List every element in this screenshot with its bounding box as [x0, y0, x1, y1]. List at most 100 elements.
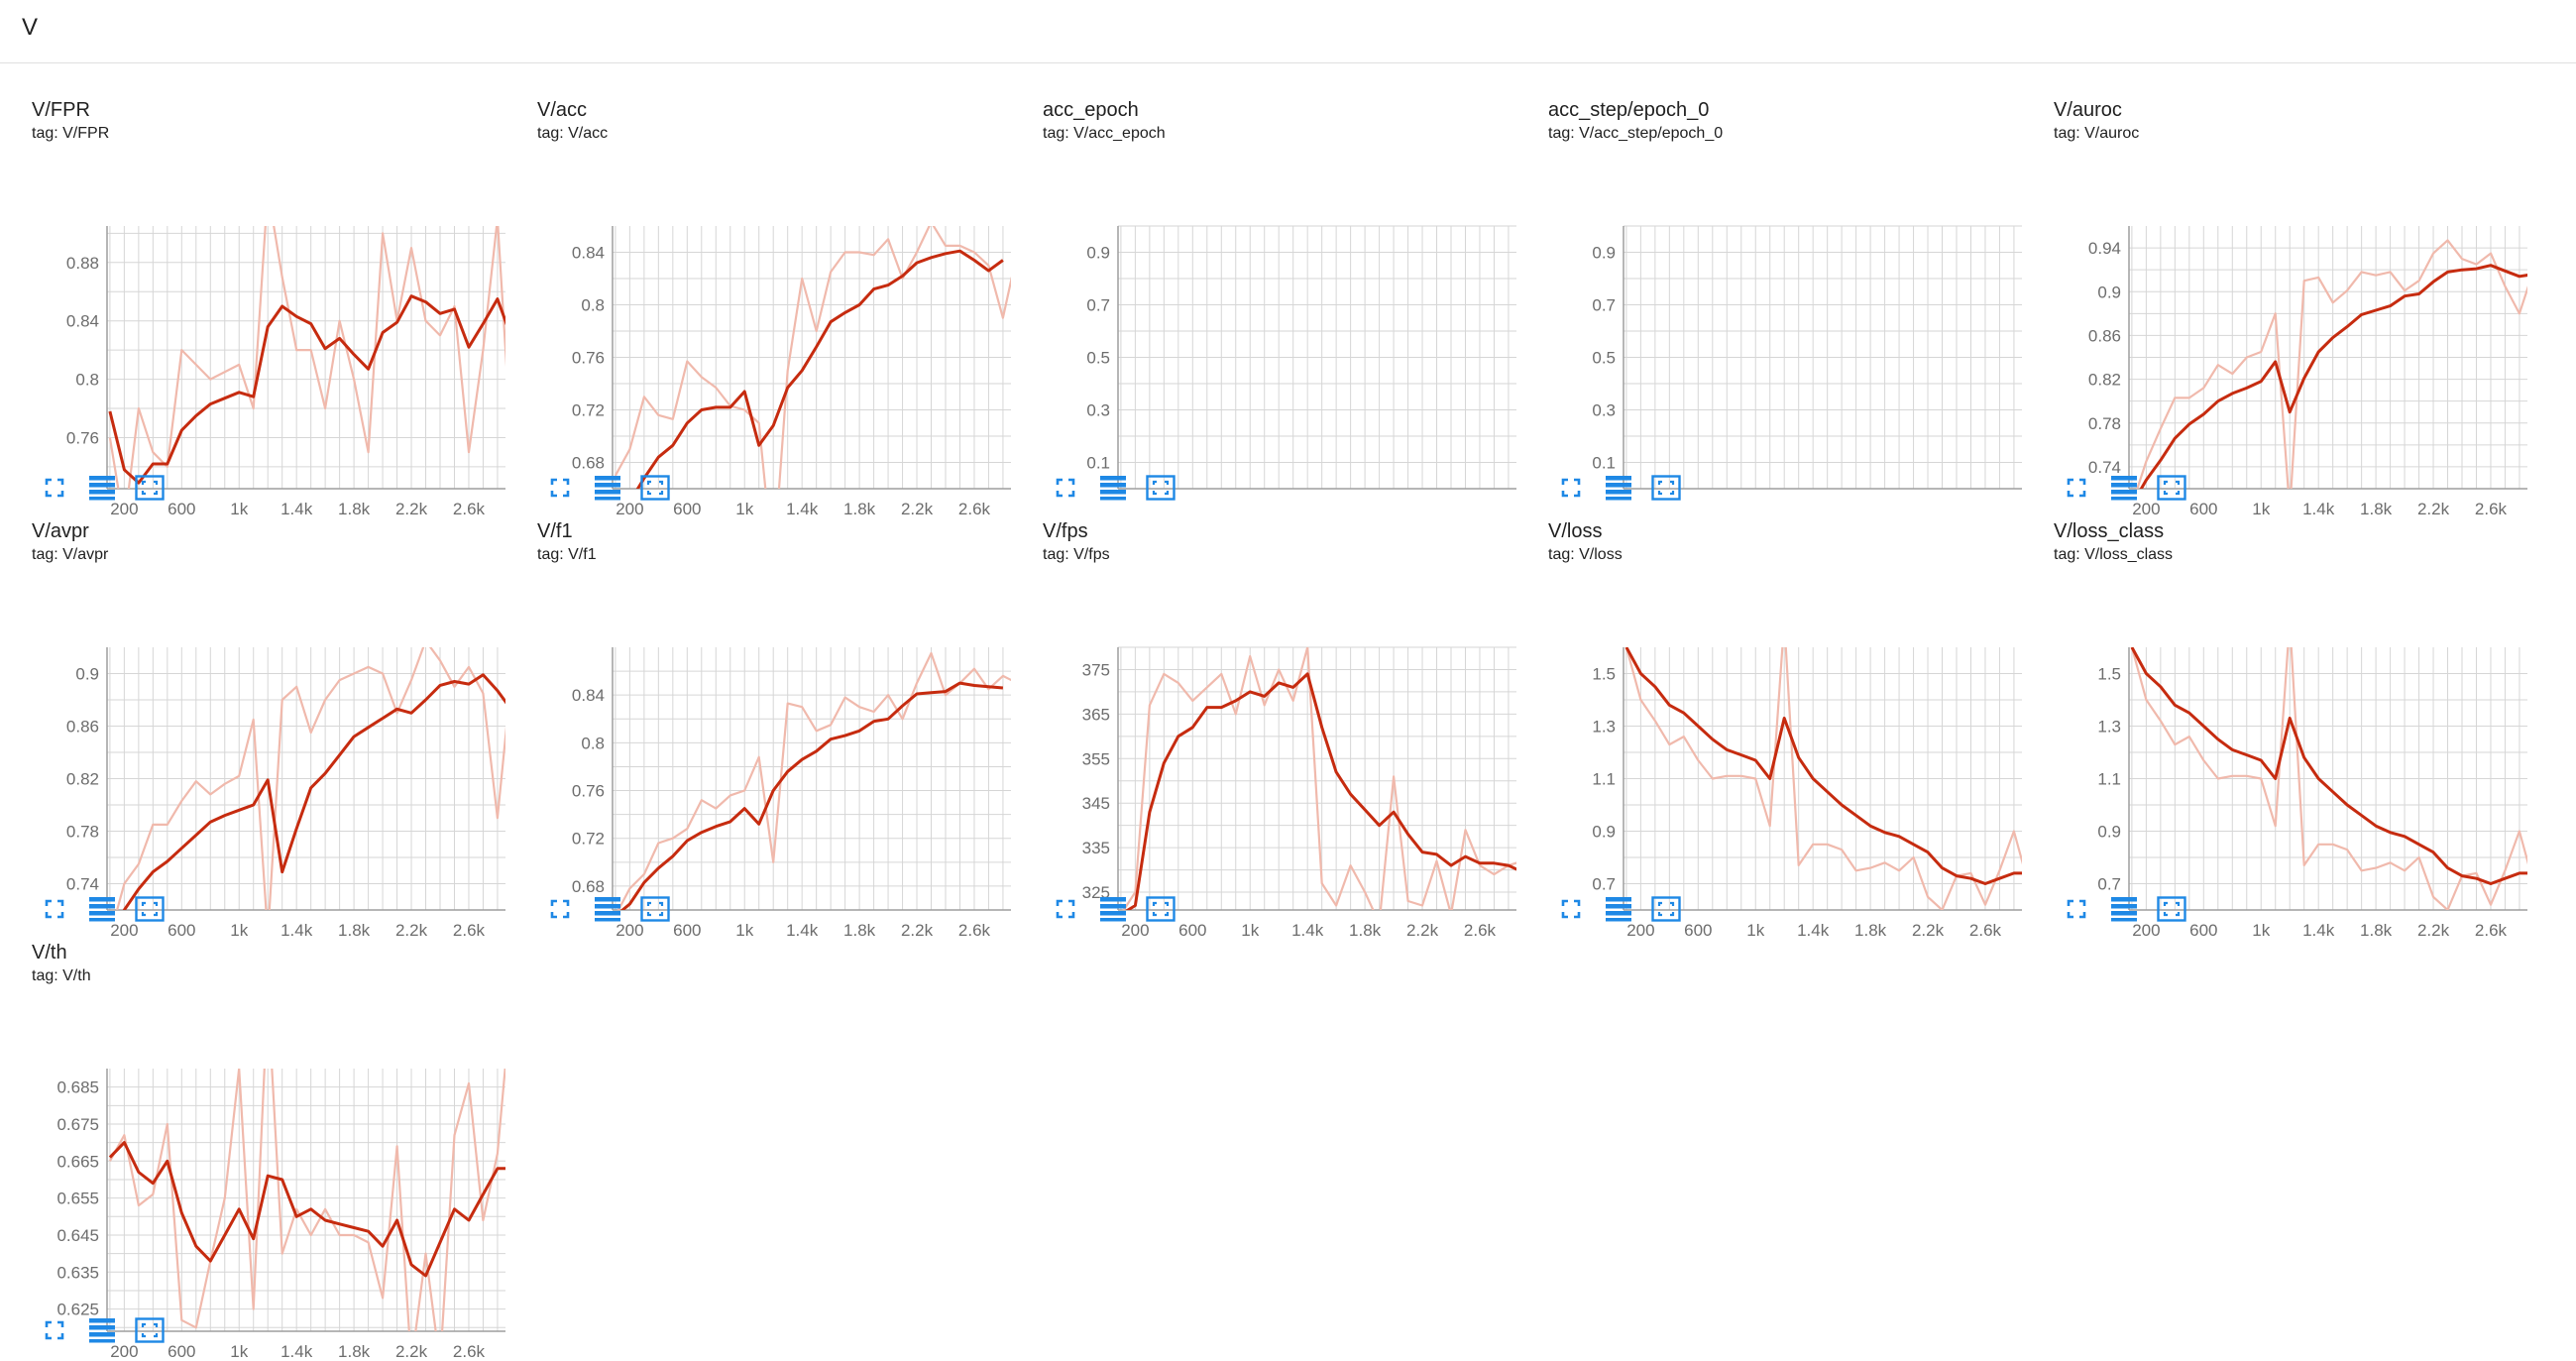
chart-plot[interactable]: 0.1 0.3 0.5 0.7 0.9 [1011, 69, 1516, 515]
fit-domain-icon [640, 475, 670, 501]
data-table-button[interactable] [1096, 892, 1130, 926]
fit-domain-button[interactable] [1649, 892, 1683, 926]
fullscreen-button[interactable] [2060, 892, 2093, 926]
data-table-button[interactable] [85, 471, 119, 505]
data-table-button[interactable] [591, 892, 624, 926]
fullscreen-icon [43, 476, 66, 500]
data-table-icon [88, 896, 116, 922]
x-tick-label: 2.6k [453, 1342, 486, 1358]
fit-domain-button[interactable] [638, 471, 672, 505]
y-tick-label: 365 [1082, 705, 1110, 724]
fit-domain-button[interactable] [1144, 471, 1177, 505]
chart-title: V/acc [537, 99, 588, 121]
data-table-icon [594, 896, 621, 922]
fit-domain-button[interactable] [133, 892, 167, 926]
data-table-icon [594, 475, 621, 501]
raw-series-line [116, 647, 505, 910]
y-tick-label: 0.7 [2097, 875, 2121, 894]
data-table-button[interactable] [2107, 892, 2141, 926]
fit-domain-button[interactable] [638, 892, 672, 926]
fit-domain-button[interactable] [2155, 892, 2188, 926]
x-tick-label: 1.4k [786, 500, 819, 515]
fullscreen-button[interactable] [2060, 471, 2093, 505]
smoothed-series-line [1125, 672, 1516, 910]
fit-domain-icon [640, 896, 670, 922]
y-tick-label: 0.94 [2088, 239, 2121, 258]
data-table-button[interactable] [85, 1313, 119, 1347]
x-tick-label: 200 [1626, 921, 1654, 937]
y-tick-label: 0.74 [66, 875, 99, 894]
chart-plot[interactable]: 0.625 0.635 0.645 0.655 0.665 0.675 0.685 200 60… [0, 912, 505, 1358]
fullscreen-button[interactable] [38, 471, 71, 505]
chart-tag: tag: V/auroc [2054, 125, 2140, 142]
y-tick-label: 0.9 [1592, 823, 1616, 842]
chart-plot[interactable]: 0.68 0.72 0.76 0.8 0.84 200 600 1k 1.4k 1.8k 2.2k 2… [505, 69, 1011, 515]
x-tick-label: 2.2k [901, 500, 934, 515]
x-tick-label: 600 [1178, 921, 1206, 937]
fit-domain-button[interactable] [133, 471, 167, 505]
fullscreen-button[interactable] [543, 471, 577, 505]
x-tick-label: 1.8k [843, 921, 876, 937]
smoothed-series-line [635, 249, 1004, 489]
data-table-button[interactable] [2107, 471, 2141, 505]
y-tick-label: 1.3 [2097, 718, 2121, 737]
chart-card-v-acc: V/acc tag: V/acc 0.68 0.72 0.76 0.8 0.84 200 600… [505, 69, 1011, 515]
chart-plot[interactable]: 0.68 0.72 0.76 0.8 0.84 200 600 1k 1.4k 1.8k 2.2k 2… [505, 491, 1011, 937]
chart-tag: tag: V/f1 [537, 546, 597, 563]
fullscreen-button[interactable] [543, 892, 577, 926]
chart-plot[interactable]: 0.7 0.9 1.1 1.3 1.5 200 600 1k 1.4k 1.8k 2.2k 2.6k [1516, 491, 2022, 937]
chart-tag: tag: V/loss_class [2054, 546, 2174, 563]
data-table-button[interactable] [1602, 892, 1635, 926]
y-tick-label: 375 [1082, 660, 1110, 679]
fit-domain-icon [1146, 896, 1176, 922]
raw-series-line [2130, 647, 2527, 910]
fit-domain-button[interactable] [133, 1313, 167, 1347]
chart-plot[interactable]: 0.7 0.9 1.1 1.3 1.5 200 600 1k 1.4k 1.8k 2.2k 2.6k [2022, 491, 2527, 937]
x-tick-label: 1.4k [280, 500, 313, 515]
fullscreen-icon [43, 1318, 66, 1342]
y-tick-label: 0.68 [572, 877, 605, 896]
chart-card-v-loss: V/loss tag: V/loss 0.7 0.9 1.1 1.3 1.5 200 600 1k… [1516, 491, 2022, 937]
data-table-button[interactable] [1602, 471, 1635, 505]
chart-card-v-f1: V/f1 tag: V/f1 0.68 0.72 0.76 0.8 0.84 200 600 1k… [505, 491, 1011, 937]
fullscreen-button[interactable] [1554, 471, 1588, 505]
x-tick-label: 1k [1746, 921, 1764, 937]
y-tick-label: 0.5 [1592, 349, 1616, 368]
y-tick-label: 0.78 [66, 823, 99, 842]
chart-plot[interactable]: 0.1 0.3 0.5 0.7 0.9 [1516, 69, 2022, 515]
fullscreen-button[interactable] [1554, 892, 1588, 926]
x-tick-label: 2.6k [1464, 921, 1497, 937]
fullscreen-button[interactable] [38, 1313, 71, 1347]
y-tick-label: 0.1 [1086, 454, 1110, 473]
fullscreen-icon [43, 897, 66, 921]
y-tick-label: 0.7 [1086, 296, 1110, 315]
data-table-icon [1605, 896, 1632, 922]
fit-domain-button[interactable] [2155, 471, 2188, 505]
x-tick-label: 2.2k [2417, 500, 2450, 515]
data-table-button[interactable] [85, 892, 119, 926]
y-tick-label: 0.86 [2088, 326, 2121, 345]
fit-domain-button[interactable] [1649, 471, 1683, 505]
fit-domain-button[interactable] [1144, 892, 1177, 926]
fit-domain-icon [2157, 475, 2186, 501]
x-tick-label: 1.4k [2302, 500, 2335, 515]
chart-plot[interactable]: 0.74 0.78 0.82 0.86 0.9 200 600 1k 1.4k 1.8k 2.2k 2… [0, 491, 505, 937]
chart-plot[interactable]: 0.74 0.78 0.82 0.86 0.9 0.94 200 600 1k 1.4k 1.8k 2… [2022, 69, 2527, 515]
x-tick-label: 2.6k [2475, 500, 2508, 515]
fullscreen-button[interactable] [1049, 892, 1082, 926]
y-tick-label: 1.5 [2097, 665, 2121, 684]
y-tick-label: 0.645 [56, 1226, 99, 1245]
data-table-icon [1099, 896, 1127, 922]
y-tick-label: 0.82 [66, 770, 99, 789]
chart-plot[interactable]: 0.76 0.8 0.84 0.88 200 600 1k 1.4k 1.8k 2.2k 2.6k [0, 69, 505, 515]
fullscreen-button[interactable] [38, 892, 71, 926]
data-table-icon [88, 475, 116, 501]
data-table-button[interactable] [1096, 471, 1130, 505]
y-tick-label: 0.625 [56, 1301, 99, 1319]
y-tick-label: 0.9 [2097, 283, 2121, 301]
fullscreen-button[interactable] [1049, 471, 1082, 505]
smoothed-series-line [619, 681, 1004, 910]
chart-title: V/FPR [32, 99, 90, 121]
data-table-button[interactable] [591, 471, 624, 505]
